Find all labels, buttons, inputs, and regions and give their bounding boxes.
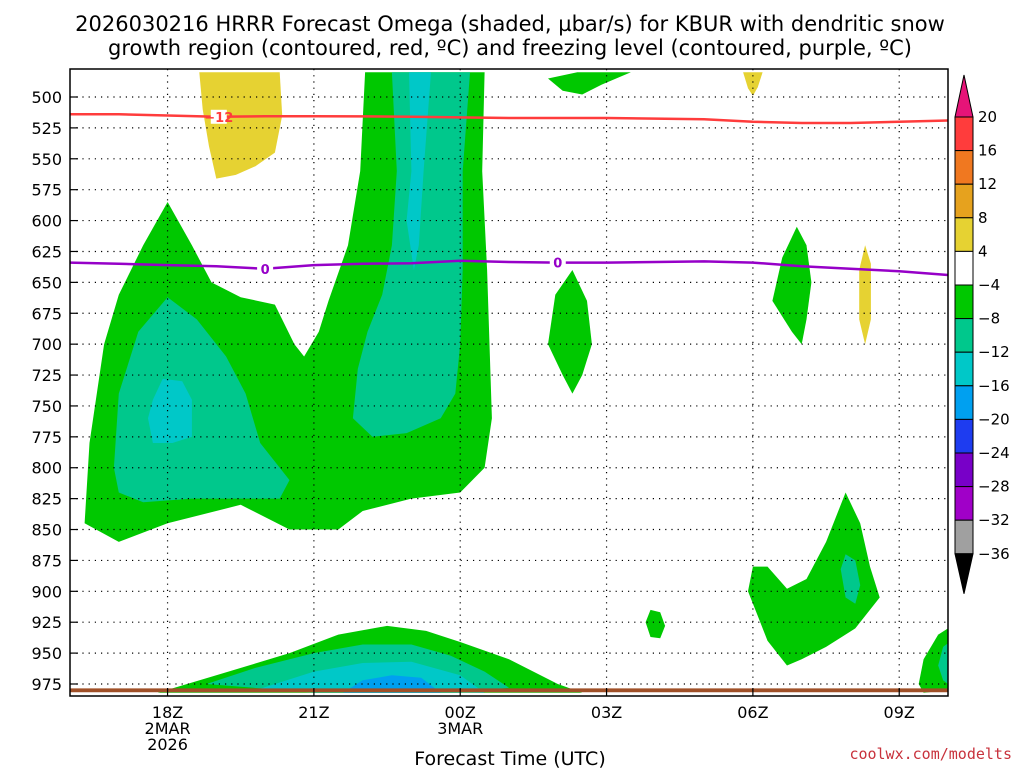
colorbar-label-4: 4 (978, 242, 988, 260)
colorbar-swatch-9 (954, 418, 974, 454)
x-tick-label-00Z-1: 00Z (445, 703, 476, 722)
freezing-level-contour-label-0: 0 (261, 263, 270, 278)
colorbar-label-1: 16 (978, 142, 997, 160)
y-tick-label-975: 975 (31, 675, 62, 694)
omega-region-13 (148, 378, 192, 443)
y-tick-label-750: 750 (31, 397, 62, 416)
colorbar-swatch-1 (954, 150, 974, 185)
omega-region-3 (548, 270, 592, 394)
x-tick-label-09Z-1: 09Z (884, 703, 915, 722)
colorbar-label-9: −20 (978, 410, 1010, 428)
omega-region-2 (548, 72, 631, 95)
y-tick-label-575: 575 (31, 181, 62, 200)
colorbar-swatch-8 (954, 385, 974, 420)
colorbar-label-11: −28 (978, 478, 1010, 496)
y-tick-label-525: 525 (31, 119, 62, 138)
omega-region-18 (743, 72, 763, 96)
colorbar-label-6: −8 (978, 310, 1000, 328)
chart-title-line-2: growth region (contoured, red, ºC) and f… (108, 36, 912, 60)
colorbar-legend: 20 16 12 8 4 −4 −8 −12 −16 −20 −24 −28 −32 −36 (954, 74, 1010, 594)
x-tick-label-06Z-1: 06Z (737, 703, 768, 722)
y-tick-label-875: 875 (31, 551, 62, 570)
colorbar-label-12: −32 (978, 511, 1010, 529)
y-tick-label-725: 725 (31, 366, 62, 385)
omega-shaded-regions (70, 72, 948, 693)
y-tick-label-800: 800 (31, 459, 62, 478)
colorbar-top-triangle (954, 74, 974, 118)
colorbar-label-3: 8 (978, 209, 988, 227)
omega-region-5 (748, 492, 880, 666)
freezing-level-contour-label-bg-0 (257, 261, 274, 276)
colorbar-label-10: −24 (978, 444, 1010, 462)
y-tick-label-925: 925 (31, 613, 62, 632)
y-tick-label-700: 700 (31, 335, 62, 354)
omega-region-12 (938, 643, 948, 684)
y-tick-label-900: 900 (31, 582, 62, 601)
y-tick-label-600: 600 (31, 212, 62, 231)
dgz-contour-label-0: −12 (204, 111, 233, 126)
colorbar-label-0: 20 (978, 108, 997, 126)
colorbar-swatch-7 (954, 351, 974, 387)
y-tick-label-550: 550 (31, 150, 62, 169)
colorbar-swatch-5 (954, 284, 974, 320)
x-tick-label-21Z-1: 21Z (298, 703, 329, 722)
colorbar-swatch-0 (954, 116, 974, 152)
y-tick-label-650: 650 (31, 273, 62, 292)
x-axis-label: Forecast Time (UTC) (414, 748, 605, 768)
omega-region-4 (772, 226, 812, 345)
plot-frame (69, 68, 949, 697)
x-tick-label-18Z-2: 2MAR (145, 719, 191, 738)
contour-lines: −12 0 0 (69, 109, 949, 278)
omega-region-7 (918, 628, 948, 693)
colorbar-label-2: 12 (978, 175, 997, 193)
chart-title-line-1: 2026030216 HRRR Forecast Omega (shaded, … (75, 12, 945, 36)
omega-region-9 (352, 72, 470, 437)
source-watermark: coolwx.com/modelts (849, 745, 1012, 763)
colorbar-swatch-2 (954, 183, 974, 219)
omega-region-16 (343, 675, 441, 693)
colorbar-label-13: −36 (978, 545, 1010, 563)
omega-region-20 (70, 688, 948, 693)
dgz-contour-label-bg-0 (210, 109, 227, 124)
omega-region-14 (406, 72, 431, 270)
freezing-level-contour-label-bg-1 (549, 255, 566, 270)
y-tick-label-775: 775 (31, 428, 62, 447)
dgz-contour-line (70, 113, 949, 125)
colorbar-swatch-12 (954, 519, 974, 555)
y-tick-label-825: 825 (31, 490, 62, 509)
y-tick-label-625: 625 (31, 242, 62, 261)
colorbar-label-7: −12 (978, 343, 1010, 361)
y-axis-pressure: 500 525 550 575 600 625 650 675 700 725 750 775 800 8… (31, 88, 78, 694)
x-tick-label-03Z-1: 03Z (591, 703, 622, 722)
omega-region-6 (645, 609, 666, 639)
plot-area: −12 0 0 (69, 69, 949, 696)
x-tick-label-18Z-3: 2026 (147, 735, 188, 754)
omega-region-17 (199, 72, 283, 179)
y-tick-label-500: 500 (31, 88, 62, 107)
colorbar-bottom-triangle (954, 553, 974, 594)
colorbar-swatch-3 (954, 217, 974, 252)
y-tick-label-950: 950 (31, 644, 62, 663)
omega-region-8 (113, 297, 290, 503)
y-tick-label-675: 675 (31, 304, 62, 323)
grid-lines (70, 69, 948, 696)
colorbar-swatch-4 (954, 250, 974, 286)
colorbar-swatch-6 (954, 318, 974, 353)
y-tick-label-850: 850 (31, 521, 62, 540)
colorbar-swatch-11 (954, 486, 974, 521)
colorbar-swatch-10 (954, 452, 974, 488)
omega-region-19 (859, 245, 871, 345)
x-tick-label-00Z-2: 3MAR (437, 719, 483, 738)
freezing-level-contour-line (69, 259, 949, 277)
colorbar-label-5: −4 (978, 276, 1000, 294)
freezing-level-contour-label-1: 0 (553, 257, 562, 272)
x-tick-label-18Z-1: 18Z (152, 703, 183, 722)
colorbar-label-8: −16 (978, 377, 1010, 395)
